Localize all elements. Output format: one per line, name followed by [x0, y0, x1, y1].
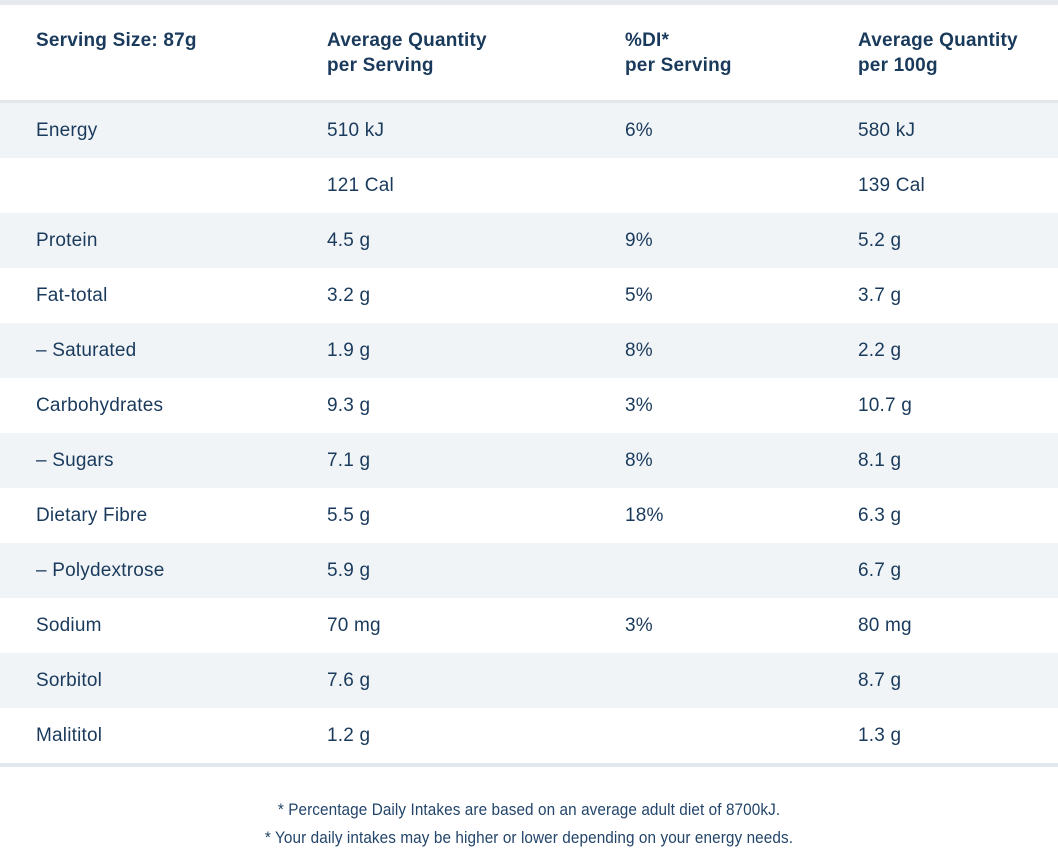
header-divider [0, 100, 1058, 103]
per-100g-cell: 2.2 g [858, 339, 902, 361]
table-row-sodium: Sodium 70 mg 3% 80 mg [0, 598, 1058, 653]
nutrient-cell: Sodium [36, 614, 102, 636]
di-cell: 18% [625, 504, 664, 526]
table-row-polydextrose: – Polydextrose 5.9 g 6.7 g [0, 543, 1058, 598]
nutrition-information-table: Serving Size: 87g Average Quantity per Se… [0, 5, 1058, 767]
nutrient-cell: – Polydextrose [36, 559, 165, 581]
nutrient-cell: Protein [36, 229, 98, 251]
footnotes: * Percentage Daily Intakes are based on … [0, 767, 1058, 852]
nutrient-cell: Carbohydrates [36, 394, 164, 416]
col-header-avg-qty-per-serving: Average Quantity per Serving [327, 5, 625, 78]
col-header-serving-size-line1: Serving Size: 87g [36, 30, 197, 51]
col-header-serving-size: Serving Size: 87g [0, 5, 327, 53]
per-serving-cell: 5.5 g [327, 504, 371, 526]
table-row-malititol: Malititol 1.2 g 1.3 g [0, 708, 1058, 763]
table-bottom-border [0, 763, 1058, 767]
col-header-di-per-serving-line1: %DI* [625, 30, 670, 51]
per-serving-cell: 510 kJ [327, 119, 385, 141]
nutrient-cell: Fat-total [36, 284, 108, 306]
per-100g-cell: 139 Cal [858, 174, 925, 196]
per-100g-cell: 5.2 g [858, 229, 902, 251]
table-row-saturated: – Saturated 1.9 g 8% 2.2 g [0, 323, 1058, 378]
nutrient-cell: Dietary Fibre [36, 504, 148, 526]
per-100g-cell: 8.7 g [858, 669, 902, 691]
per-serving-cell: 7.6 g [327, 669, 371, 691]
per-100g-cell: 6.7 g [858, 559, 902, 581]
table-row-fat-total: Fat-total 3.2 g 5% 3.7 g [0, 268, 1058, 323]
nutrient-cell: Malititol [36, 724, 103, 746]
nutrient-cell: Energy [36, 119, 98, 141]
table-row-dietary-fibre: Dietary Fibre 5.5 g 18% 6.3 g [0, 488, 1058, 543]
table-row-sugars: – Sugars 7.1 g 8% 8.1 g [0, 433, 1058, 488]
per-serving-cell: 121 Cal [327, 174, 394, 196]
per-serving-cell: 4.5 g [327, 229, 371, 251]
per-serving-cell: 9.3 g [327, 394, 371, 416]
per-serving-cell: 7.1 g [327, 449, 371, 471]
di-cell: 3% [625, 614, 653, 636]
per-serving-cell: 70 mg [327, 614, 381, 636]
per-serving-cell: 5.9 g [327, 559, 371, 581]
per-100g-cell: 8.1 g [858, 449, 902, 471]
per-serving-cell: 3.2 g [327, 284, 371, 306]
di-cell: 8% [625, 449, 653, 471]
di-cell: 8% [625, 339, 653, 361]
col-header-avg-qty-per-100g-line2: per 100g [858, 55, 938, 76]
per-100g-cell: 3.7 g [858, 284, 902, 306]
col-header-avg-qty-per-serving-line1: Average Quantity [327, 30, 487, 51]
nutrient-cell: Sorbitol [36, 669, 103, 691]
footnote-daily-intake-basis: * Percentage Daily Intakes are based on … [277, 800, 781, 819]
per-100g-cell: 1.3 g [858, 724, 902, 746]
per-100g-cell: 580 kJ [858, 119, 916, 141]
per-100g-cell: 80 mg [858, 614, 912, 636]
table-row-carbohydrates: Carbohydrates 9.3 g 3% 10.7 g [0, 378, 1058, 433]
table-row-energy-cal: 121 Cal 139 Cal [0, 158, 1058, 213]
table-row-sorbitol: Sorbitol 7.6 g 8.7 g [0, 653, 1058, 708]
di-cell: 6% [625, 119, 653, 141]
per-serving-cell: 1.9 g [327, 339, 371, 361]
di-cell: 3% [625, 394, 653, 416]
col-header-avg-qty-per-100g-line1: Average Quantity [858, 30, 1018, 51]
per-serving-cell: 1.2 g [327, 724, 371, 746]
table-top-border [0, 0, 1058, 5]
di-cell: 9% [625, 229, 653, 251]
nutrient-cell: – Saturated [36, 339, 137, 361]
di-cell: 5% [625, 284, 653, 306]
nutrient-cell: – Sugars [36, 449, 114, 471]
per-100g-cell: 10.7 g [858, 394, 913, 416]
table-row-energy: Energy 510 kJ 6% 580 kJ [0, 103, 1058, 158]
col-header-di-per-serving: %DI* per Serving [625, 5, 858, 78]
footnote-daily-intake-variation: * Your daily intakes may be higher or lo… [264, 828, 794, 847]
col-header-avg-qty-per-100g: Average Quantity per 100g [858, 5, 1058, 78]
table-row-protein: Protein 4.5 g 9% 5.2 g [0, 213, 1058, 268]
table-header-row: Serving Size: 87g Average Quantity per Se… [0, 5, 1058, 100]
per-100g-cell: 6.3 g [858, 504, 902, 526]
col-header-avg-qty-per-serving-line2: per Serving [327, 55, 434, 76]
col-header-di-per-serving-line2: per Serving [625, 55, 732, 76]
